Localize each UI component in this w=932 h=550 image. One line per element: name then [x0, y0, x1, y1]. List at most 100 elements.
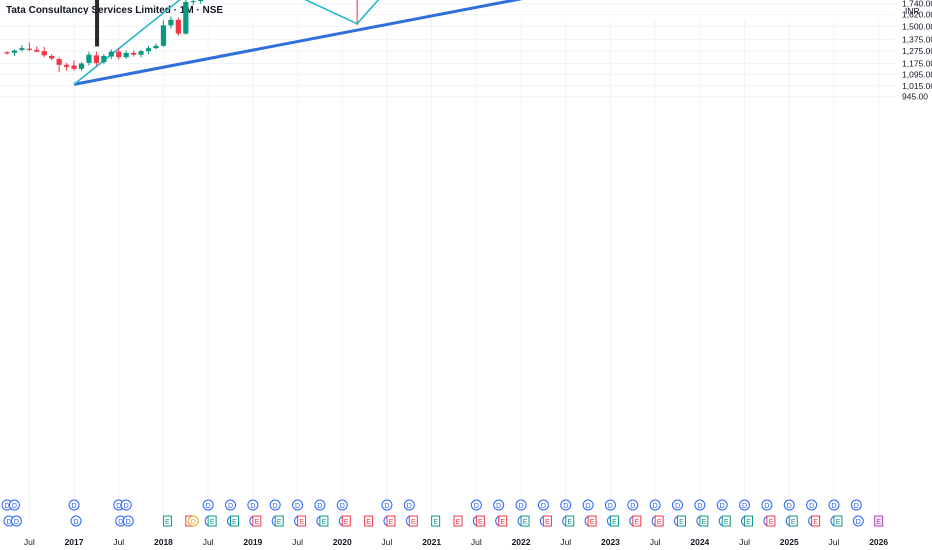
candle	[160, 20, 167, 47]
svg-text:D: D	[608, 503, 613, 510]
dividend-marker[interactable]: D	[381, 499, 393, 511]
dividend-marker[interactable]: D	[582, 499, 594, 511]
dividend-marker[interactable]: D	[247, 499, 259, 511]
earnings-marker-miss[interactable]: E	[587, 515, 597, 527]
svg-text:E: E	[433, 519, 438, 526]
earnings-marker-miss[interactable]: E	[475, 515, 485, 527]
dividend-marker[interactable]: D	[852, 515, 864, 527]
dividend-marker[interactable]: D	[8, 499, 20, 511]
earnings-marker-beat[interactable]: E	[565, 515, 575, 527]
svg-text:D: D	[653, 503, 658, 510]
candle	[175, 17, 181, 36]
time-tick-label: Jul	[292, 537, 303, 547]
dividend-marker[interactable]: D	[649, 499, 661, 511]
earnings-marker-beat[interactable]: E	[788, 515, 798, 527]
earnings-marker-beat[interactable]: E	[520, 515, 530, 527]
svg-text:E: E	[657, 519, 662, 526]
earnings-marker-beat[interactable]: E	[230, 515, 239, 527]
candle-body	[198, 0, 204, 2]
price-axis[interactable]: INR 5,400.005,000.004,600.004,200.003,80…	[902, 0, 932, 102]
earnings-marker-miss[interactable]: E	[766, 515, 776, 527]
earnings-marker-beat[interactable]: E	[721, 515, 731, 527]
earnings-marker-beat[interactable]: E	[431, 515, 441, 527]
dividend-marker[interactable]: D	[560, 499, 572, 511]
earnings-marker-beat[interactable]: E	[319, 515, 329, 527]
dividend-marker[interactable]: D	[672, 499, 683, 511]
earnings-marker-miss[interactable]: E	[811, 515, 821, 527]
upcoming-earnings-marker[interactable]: E	[874, 515, 884, 527]
svg-text:D: D	[586, 503, 591, 510]
dividend-marker[interactable]: D	[70, 515, 82, 527]
earnings-marker-beat[interactable]: E	[677, 515, 686, 527]
earnings-marker-miss[interactable]: E	[408, 515, 418, 527]
earnings-marker-miss[interactable]: E	[632, 515, 642, 527]
dividend-marker[interactable]: D	[470, 499, 482, 511]
dividend-marker[interactable]: D	[403, 499, 415, 511]
svg-text:D: D	[12, 503, 17, 510]
svg-text:E: E	[590, 519, 595, 526]
earnings-marker-miss[interactable]: E	[341, 515, 351, 527]
split-marker[interactable]: D	[187, 515, 199, 527]
earnings-marker-beat[interactable]: E	[609, 515, 619, 527]
dividend-marker[interactable]: D	[225, 499, 236, 511]
candle-body	[131, 52, 137, 55]
earnings-marker-beat[interactable]: E	[274, 515, 284, 527]
support-trendline[interactable]	[73, 0, 871, 86]
dividend-marker[interactable]: D	[806, 499, 818, 511]
candle-body	[168, 19, 174, 26]
svg-text:D: D	[856, 519, 861, 526]
candle-body	[101, 55, 107, 63]
candle-body	[183, 1, 189, 34]
dividend-marker[interactable]: D	[850, 499, 862, 511]
earnings-marker-miss[interactable]: E	[654, 515, 664, 527]
earnings-marker-beat[interactable]: E	[162, 515, 172, 527]
dividend-marker[interactable]: D	[336, 499, 348, 511]
dividend-marker[interactable]: D	[783, 499, 795, 511]
dividend-marker[interactable]: D	[314, 499, 326, 511]
dividend-marker[interactable]: D	[537, 499, 549, 511]
earnings-marker-beat[interactable]: E	[833, 515, 843, 527]
svg-text:E: E	[567, 519, 572, 526]
dividend-marker[interactable]: D	[292, 499, 304, 511]
zigzag-pattern[interactable]	[73, 0, 872, 85]
dividend-marker[interactable]: D	[202, 499, 214, 511]
zigzag-line[interactable]	[73, 0, 871, 85]
dividend-marker[interactable]: D	[120, 499, 132, 511]
earnings-marker-miss[interactable]: E	[542, 515, 552, 527]
time-axis[interactable]: Jul 2017 Jul 2018 Jul 2019 Jul 2020 Jul 2021 Jul 20…	[24, 537, 888, 547]
dividend-marker[interactable]: D	[68, 499, 80, 511]
dividend-marker[interactable]: D	[493, 499, 505, 511]
dividend-marker[interactable]: D	[627, 499, 639, 511]
annotations-layer	[95, 0, 100, 47]
earnings-marker-miss[interactable]: E	[498, 515, 508, 527]
earnings-marker-miss[interactable]: E	[252, 515, 262, 527]
svg-text:D: D	[630, 503, 635, 510]
svg-text:D: D	[787, 503, 792, 510]
dividend-marker[interactable]: D	[828, 499, 840, 511]
earnings-marker-miss[interactable]: E	[364, 515, 374, 527]
dividend-marker[interactable]: D	[716, 499, 728, 511]
earnings-marker-beat[interactable]: E	[207, 515, 217, 527]
earnings-marker-miss[interactable]: E	[453, 515, 463, 527]
trendline[interactable]	[73, 0, 871, 86]
earnings-marker-beat[interactable]: E	[744, 515, 754, 527]
chart-title: Tata Consultancy Services Limited · 1M ·…	[6, 5, 224, 16]
dividend-marker[interactable]: D	[269, 499, 281, 511]
svg-text:D: D	[340, 503, 345, 510]
candle	[56, 57, 62, 73]
earnings-marker-miss[interactable]: E	[386, 515, 396, 527]
dividend-marker[interactable]: D	[761, 499, 773, 511]
price-tick-label: 1,095.00	[902, 69, 932, 79]
dividend-marker[interactable]: D	[122, 515, 134, 527]
svg-text:E: E	[791, 519, 796, 526]
dividend-marker[interactable]: D	[739, 499, 751, 511]
dividend-marker[interactable]: D	[604, 499, 616, 511]
up-arrow-icon	[95, 0, 100, 47]
earnings-marker-beat[interactable]: E	[699, 515, 709, 527]
dividend-marker[interactable]: D	[515, 499, 527, 511]
dividend-marker[interactable]: D	[10, 515, 22, 527]
earnings-marker-miss[interactable]: E	[297, 515, 307, 527]
dividend-marker[interactable]: D	[694, 499, 706, 511]
candle	[64, 62, 70, 71]
